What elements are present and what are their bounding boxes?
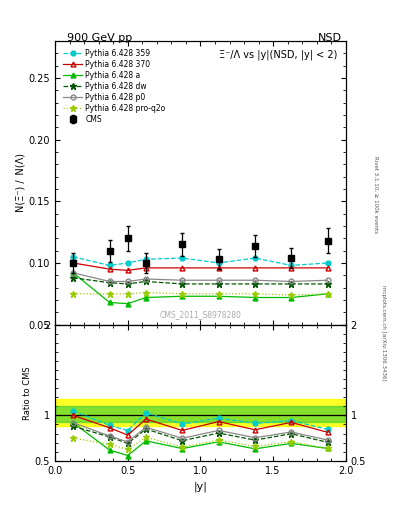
Pythia 6.428 370 xyxy=(71,260,75,266)
Pythia 6.428 p0 xyxy=(125,279,130,285)
X-axis label: |y|: |y| xyxy=(193,481,208,492)
Pythia 6.428 a xyxy=(107,300,112,306)
Pythia 6.428 a xyxy=(125,301,130,307)
Pythia 6.428 359 xyxy=(125,260,130,266)
Pythia 6.428 a xyxy=(216,293,221,300)
Pythia 6.428 a xyxy=(143,294,148,301)
Line: Pythia 6.428 359: Pythia 6.428 359 xyxy=(71,254,330,268)
Pythia 6.428 359 xyxy=(325,260,330,266)
Pythia 6.428 370 xyxy=(125,267,130,273)
Pythia 6.428 359 xyxy=(71,254,75,260)
Pythia 6.428 dw xyxy=(71,275,75,281)
Pythia 6.428 pro-q2o xyxy=(107,291,112,297)
Pythia 6.428 359 xyxy=(253,255,257,261)
Pythia 6.428 dw xyxy=(253,281,257,287)
Line: Pythia 6.428 dw: Pythia 6.428 dw xyxy=(70,274,331,287)
Pythia 6.428 p0 xyxy=(180,277,185,283)
Pythia 6.428 pro-q2o xyxy=(180,291,185,297)
Pythia 6.428 359 xyxy=(107,262,112,268)
Text: mcplots.cern.ch [arXiv:1306.3436]: mcplots.cern.ch [arXiv:1306.3436] xyxy=(381,285,386,380)
Pythia 6.428 370 xyxy=(325,265,330,271)
Pythia 6.428 p0 xyxy=(71,270,75,276)
Pythia 6.428 a xyxy=(180,293,185,300)
Pythia 6.428 a xyxy=(253,294,257,301)
Text: NSD: NSD xyxy=(318,33,342,44)
Pythia 6.428 359 xyxy=(180,255,185,261)
Pythia 6.428 dw xyxy=(289,281,294,287)
Text: Rivet 3.1.10, ≥ 100k events: Rivet 3.1.10, ≥ 100k events xyxy=(373,156,378,233)
Pythia 6.428 pro-q2o xyxy=(216,291,221,297)
Pythia 6.428 359 xyxy=(216,260,221,266)
Bar xyxy=(55,407,346,422)
Pythia 6.428 dw xyxy=(180,281,185,287)
Bar xyxy=(55,399,346,426)
Pythia 6.428 a xyxy=(325,291,330,297)
Pythia 6.428 dw xyxy=(125,281,130,287)
Pythia 6.428 dw xyxy=(107,280,112,286)
Line: Pythia 6.428 370: Pythia 6.428 370 xyxy=(71,261,330,273)
Pythia 6.428 dw xyxy=(325,281,330,287)
Y-axis label: N(Ξ⁻) /  N(Λ): N(Ξ⁻) / N(Λ) xyxy=(16,153,26,212)
Legend: Pythia 6.428 359, Pythia 6.428 370, Pythia 6.428 a, Pythia 6.428 dw, Pythia 6.42: Pythia 6.428 359, Pythia 6.428 370, Pyth… xyxy=(62,48,167,125)
Line: Pythia 6.428 p0: Pythia 6.428 p0 xyxy=(71,270,330,284)
Text: Ξ⁻/Λ vs |y|(NSD, |y| < 2): Ξ⁻/Λ vs |y|(NSD, |y| < 2) xyxy=(219,50,337,60)
Pythia 6.428 359 xyxy=(289,262,294,268)
Pythia 6.428 pro-q2o xyxy=(71,291,75,297)
Pythia 6.428 a xyxy=(289,294,294,301)
Pythia 6.428 p0 xyxy=(325,277,330,283)
Pythia 6.428 pro-q2o xyxy=(253,291,257,297)
Pythia 6.428 p0 xyxy=(253,277,257,283)
Pythia 6.428 a xyxy=(71,270,75,276)
Pythia 6.428 pro-q2o xyxy=(143,289,148,295)
Pythia 6.428 p0 xyxy=(107,279,112,285)
Y-axis label: Ratio to CMS: Ratio to CMS xyxy=(23,366,32,419)
Pythia 6.428 pro-q2o xyxy=(325,291,330,297)
Text: CMS_2011_S8978280: CMS_2011_S8978280 xyxy=(160,310,241,319)
Pythia 6.428 p0 xyxy=(216,277,221,283)
Pythia 6.428 pro-q2o xyxy=(125,291,130,297)
Pythia 6.428 370 xyxy=(180,265,185,271)
Line: Pythia 6.428 a: Pythia 6.428 a xyxy=(71,270,330,306)
Pythia 6.428 370 xyxy=(289,265,294,271)
Pythia 6.428 370 xyxy=(253,265,257,271)
Pythia 6.428 pro-q2o xyxy=(289,292,294,298)
Pythia 6.428 dw xyxy=(143,279,148,285)
Pythia 6.428 370 xyxy=(216,265,221,271)
Pythia 6.428 370 xyxy=(107,266,112,272)
Pythia 6.428 p0 xyxy=(289,279,294,285)
Pythia 6.428 359 xyxy=(143,256,148,262)
Line: Pythia 6.428 pro-q2o: Pythia 6.428 pro-q2o xyxy=(70,289,331,298)
Text: 900 GeV pp: 900 GeV pp xyxy=(67,33,132,44)
Pythia 6.428 dw xyxy=(216,281,221,287)
Pythia 6.428 370 xyxy=(143,265,148,271)
Pythia 6.428 p0 xyxy=(143,276,148,282)
